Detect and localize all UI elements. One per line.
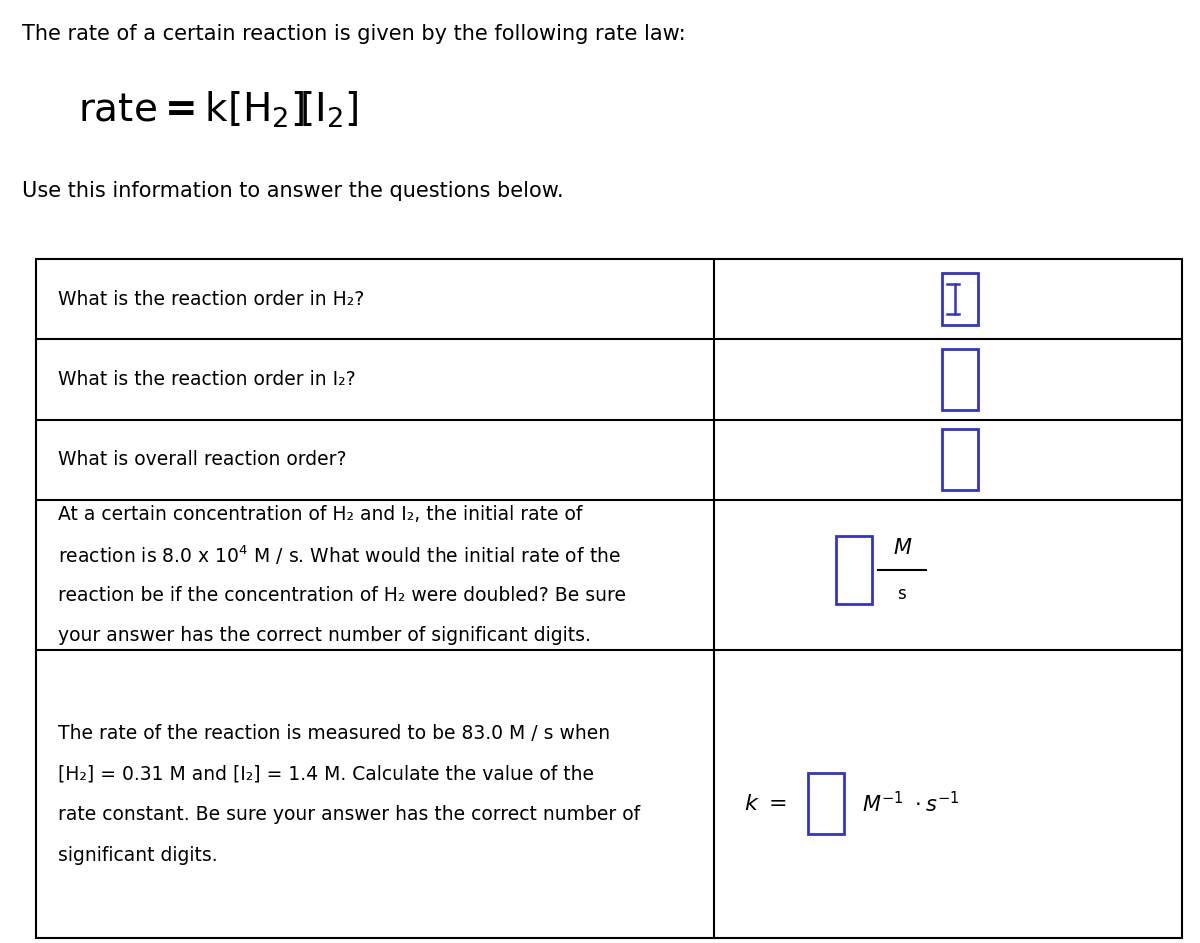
Text: $M$: $M$ [893, 538, 912, 557]
Bar [808, 773, 844, 835]
Text: significant digits.: significant digits. [58, 846, 217, 865]
Text: Use this information to answer the questions below.: Use this information to answer the quest… [22, 181, 563, 201]
Text: [H₂] = 0.31 M and [I₂] = 1.4 M. Calculate the value of the: [H₂] = 0.31 M and [I₂] = 1.4 M. Calculat… [58, 765, 594, 784]
Text: your answer has the correct number of significant digits.: your answer has the correct number of si… [58, 626, 590, 645]
Bar [942, 429, 978, 490]
Text: $k\ =\ $: $k\ =\ $ [744, 794, 787, 814]
Bar [36, 259, 1182, 938]
Text: $\mathrm{s}$: $\mathrm{s}$ [898, 585, 907, 603]
Text: What is the reaction order in I₂?: What is the reaction order in I₂? [58, 370, 355, 389]
Text: rate constant. Be sure your answer has the correct number of: rate constant. Be sure your answer has t… [58, 805, 640, 824]
Text: The rate of the reaction is measured to be 83.0 M / s when: The rate of the reaction is measured to … [58, 724, 610, 743]
Text: reaction be if the concentration of H₂ were doubled? Be sure: reaction be if the concentration of H₂ w… [58, 586, 625, 604]
Bar [836, 537, 872, 604]
Text: rate$\mathbf{=}$k$\left[\mathrm{H_2}\right]\!\left[\mathrm{I_2}\right]$: rate$\mathbf{=}$k$\left[\mathrm{H_2}\rig… [78, 90, 359, 130]
Text: The rate of a certain reaction is given by the following rate law:: The rate of a certain reaction is given … [22, 24, 685, 43]
Bar [942, 349, 978, 410]
Text: reaction is 8.0 x $10^4$ M / s. What would the initial rate of the: reaction is 8.0 x $10^4$ M / s. What wou… [58, 543, 620, 567]
Text: What is the reaction order in H₂?: What is the reaction order in H₂? [58, 290, 364, 309]
Bar [942, 273, 978, 325]
Text: At a certain concentration of H₂ and I₂, the initial rate of: At a certain concentration of H₂ and I₂,… [58, 505, 582, 523]
Text: $M^{-1}\ \cdot s^{-1}$: $M^{-1}\ \cdot s^{-1}$ [862, 791, 959, 817]
Text: What is overall reaction order?: What is overall reaction order? [58, 450, 346, 469]
